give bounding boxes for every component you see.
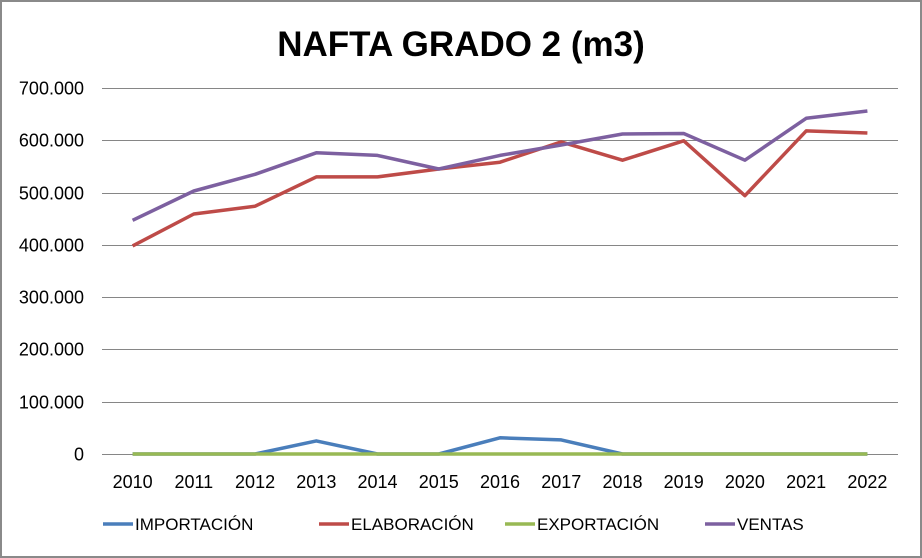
x-tick-label: 2013 <box>296 472 336 492</box>
series-line-importación <box>132 436 868 456</box>
gridlines <box>102 88 898 455</box>
x-tick-label: 2012 <box>235 472 275 492</box>
x-tick-label: 2011 <box>174 472 213 492</box>
y-tick-label: 600.000 <box>19 131 84 151</box>
chart-title: NAFTA GRADO 2 (m3) <box>277 25 645 64</box>
series-lines <box>131 109 868 456</box>
x-tick-label: 2018 <box>602 472 642 492</box>
y-tick-label: 0 <box>74 445 84 465</box>
y-tick-label: 300.000 <box>19 288 84 308</box>
y-tick-label: 700.000 <box>19 79 84 99</box>
y-tick-label: 500.000 <box>19 184 84 204</box>
series-line-elaboración <box>131 129 868 248</box>
series-line-ventas <box>131 109 868 222</box>
x-tick-label: 2020 <box>725 472 765 492</box>
x-axis-ticks: 2010 2011 2012 2013 2014 2015 2016 2017 2018 2019… <box>113 472 888 492</box>
y-tick-label: 200.000 <box>19 340 84 360</box>
legend: IMPORTACIÓN ELABORACIÓN EXPORTACIÓN VENTAS <box>103 515 804 534</box>
x-tick-label: 2019 <box>664 472 704 492</box>
x-tick-label: 2015 <box>419 472 459 492</box>
x-tick-label: 2010 <box>113 472 153 492</box>
legend-label: VENTAS <box>737 515 804 534</box>
x-tick-label: 2014 <box>358 472 398 492</box>
legend-label: ELABORACIÓN <box>351 515 474 534</box>
x-tick-label: 2016 <box>480 472 520 492</box>
x-tick-label: 2022 <box>847 472 887 492</box>
x-tick-label: 2021 <box>786 472 826 492</box>
x-tick-label: 2017 <box>541 472 581 492</box>
y-tick-label: 100.000 <box>19 393 84 413</box>
legend-label: EXPORTACIÓN <box>537 515 659 534</box>
y-tick-label: 400.000 <box>19 236 84 256</box>
legend-label: IMPORTACIÓN <box>135 515 253 534</box>
y-axis-ticks: 0 100.000 200.000 300.000 400.000 500.000 600.… <box>19 79 84 465</box>
